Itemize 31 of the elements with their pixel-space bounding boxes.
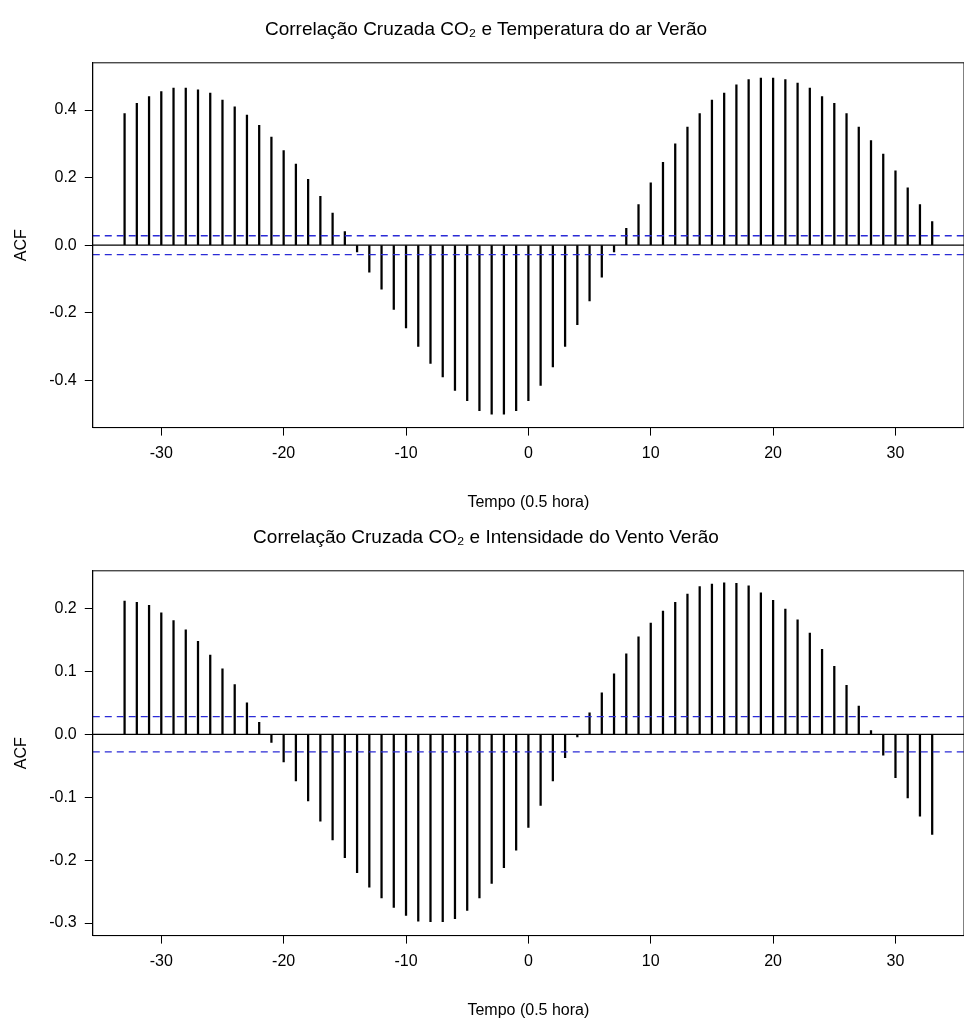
x-tick-label: -20 — [272, 951, 296, 969]
x-tick-label: 20 — [764, 443, 783, 461]
y-tick-label: -0.2 — [49, 303, 77, 321]
x-tick-label: -10 — [394, 951, 418, 969]
y-tick-label: 0.1 — [54, 661, 77, 679]
x-tick-label: -20 — [272, 443, 296, 461]
y-tick-label: -0.2 — [49, 850, 77, 868]
x-tick-label: 0 — [523, 443, 533, 461]
y-tick-label: -0.4 — [49, 370, 77, 388]
y-axis-title: ACF — [12, 736, 30, 770]
x-tick-label: -10 — [394, 443, 418, 461]
y-tick-label: -0.1 — [49, 787, 77, 805]
x-tick-label: 10 — [641, 443, 660, 461]
chart-title: Correlação Cruzada CO₂ e Intensidade do Vento Verão — [253, 525, 719, 547]
x-tick-label: 30 — [886, 443, 905, 461]
y-tick-label: 0.0 — [54, 235, 77, 253]
x-tick-label: -30 — [149, 951, 173, 969]
y-tick-label: 0.4 — [54, 100, 77, 118]
x-tick-label: 30 — [886, 951, 905, 969]
x-tick-label: 20 — [764, 951, 783, 969]
x-tick-label: 10 — [641, 951, 660, 969]
x-axis-title: Tempo (0.5 hora) — [467, 492, 590, 510]
y-tick-label: 0.2 — [54, 598, 77, 616]
y-tick-label: 0.2 — [54, 168, 77, 186]
x-axis-title: Tempo (0.5 hora) — [467, 1000, 590, 1018]
y-tick-label: 0.0 — [54, 724, 77, 742]
chart-title: Correlação Cruzada CO₂ e Temperatura do ar Verão — [264, 17, 708, 39]
x-tick-label: 0 — [523, 951, 533, 969]
y-tick-label: -0.3 — [49, 913, 77, 931]
x-tick-label: -30 — [149, 443, 173, 461]
y-axis-title: ACF — [12, 228, 30, 262]
